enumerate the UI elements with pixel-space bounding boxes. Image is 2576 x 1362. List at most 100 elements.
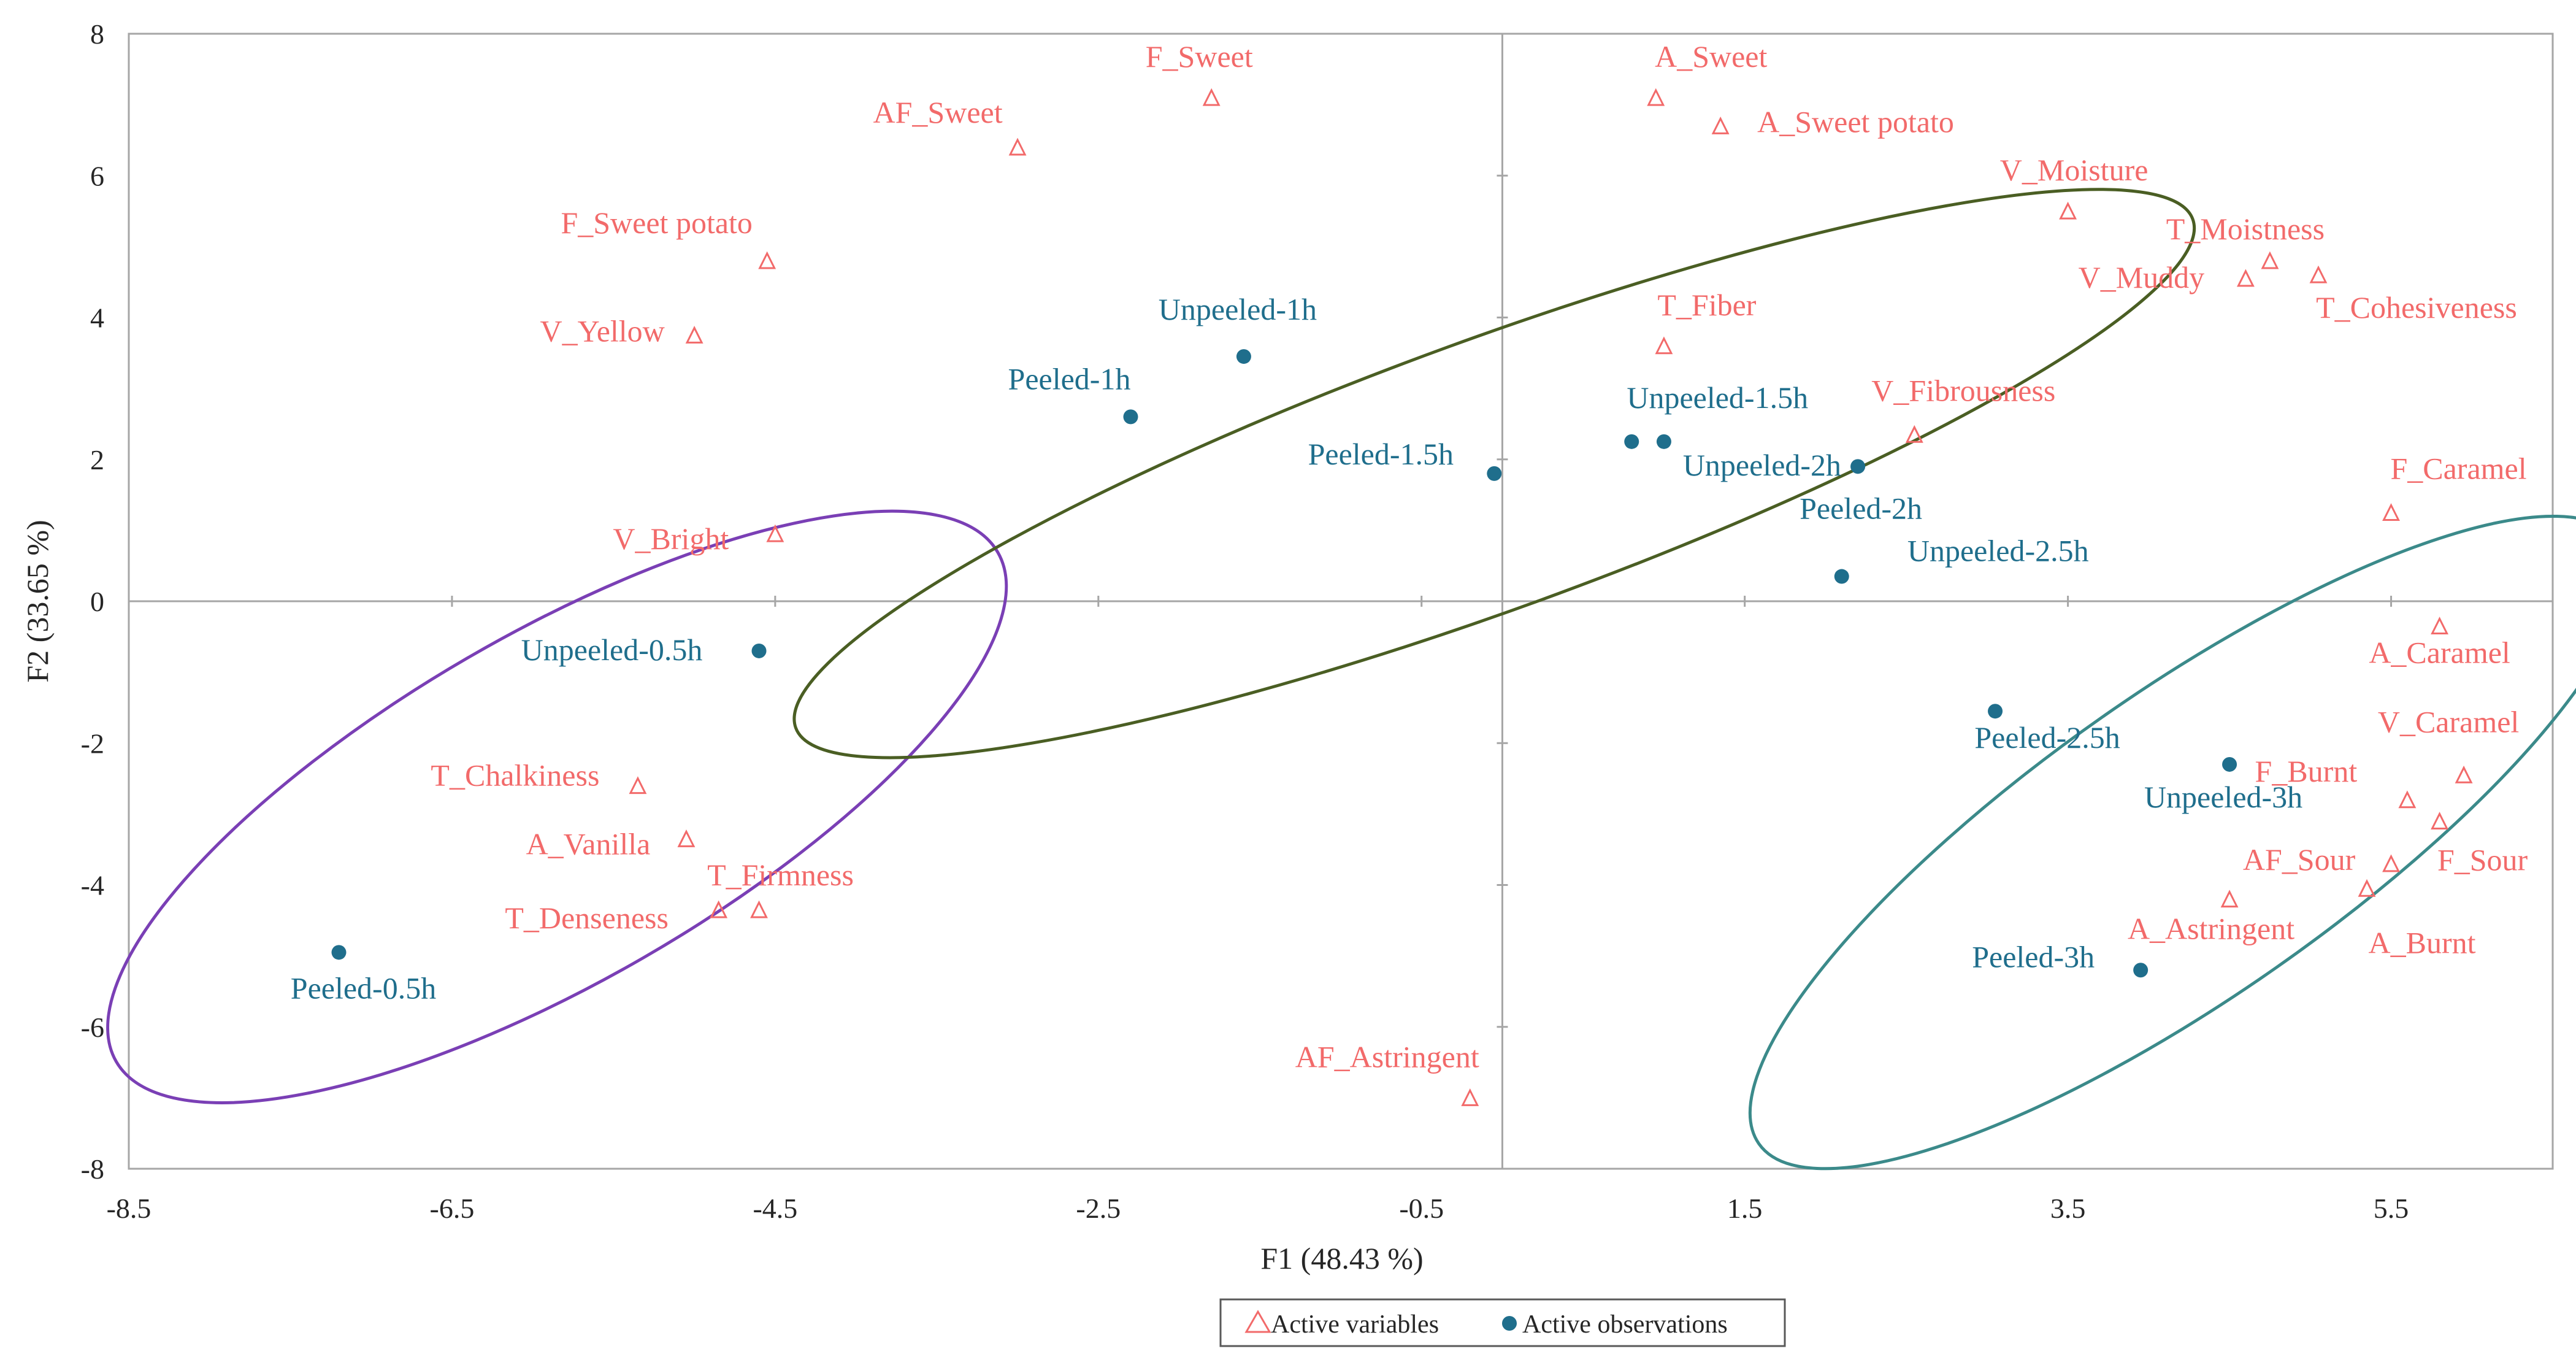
x-axis-label: F1 (48.43 %) xyxy=(1260,1241,1423,1275)
legend-circle-marker xyxy=(1502,1316,1517,1331)
point-peeled-1-5h xyxy=(1487,466,1502,481)
label-a-sweet: A_Sweet xyxy=(1655,39,1767,74)
label-t-moistness: T_Moistness xyxy=(2166,212,2325,246)
x-tick-label: -4.5 xyxy=(753,1193,797,1224)
point-unpeeled-3h xyxy=(2222,756,2237,772)
label-unpeeled-3h: Unpeeled-3h xyxy=(2144,780,2302,814)
ellipse-group-2.5h-3h xyxy=(1748,514,2576,1171)
label-f-sweet: F_Sweet xyxy=(1146,39,1253,74)
label-unpeeled-2h: Unpeeled-2h xyxy=(1683,448,1841,482)
point-t-firmness xyxy=(750,900,768,918)
point-peeled-0-5h xyxy=(331,945,347,960)
label-peeled-3h: Peeled-3h xyxy=(1972,939,2095,974)
data-points xyxy=(331,88,2473,1106)
point-peeled-2h xyxy=(1850,459,1866,474)
point-peeled-1h xyxy=(1123,409,1138,425)
ellipse-group-0.5h xyxy=(106,509,1008,1104)
label-t-chalkiness: T_Chalkiness xyxy=(431,758,599,793)
label-f-sweet-potato: F_Sweet potato xyxy=(561,206,752,240)
point-t-fiber xyxy=(1655,336,1673,355)
label-peeled-0-5h: Peeled-0.5h xyxy=(291,971,436,1005)
y-tick-label: 6 xyxy=(90,160,104,191)
point-af-sour xyxy=(2382,854,2400,872)
point-unpeeled-2h xyxy=(1656,434,1671,449)
x-tick-label: -0.5 xyxy=(1399,1193,1444,1224)
x-tick-label: 1.5 xyxy=(1727,1193,1763,1224)
label-t-cohesiveness: T_Cohesiveness xyxy=(2316,290,2517,325)
label-unpeeled-1h: Unpeeled-1h xyxy=(1159,292,1317,326)
label-v-muddy: V_Muddy xyxy=(2079,260,2205,294)
legend-triangle-marker xyxy=(1244,1309,1271,1333)
point-f-caramel xyxy=(2382,503,2400,521)
point-v-caramel xyxy=(2455,765,2473,783)
point-a-sweet-potato xyxy=(1711,116,1730,134)
y-tick-label: -4 xyxy=(81,870,104,901)
axis-ticks: -8.5 -6.5 -4.5 -2.5 -0.5 1.5 3.5 5.5 -8 -6 -4 -2 0 2 4… xyxy=(81,18,2409,1224)
label-t-firmness: T_Firmness xyxy=(707,858,854,892)
label-peeled-2-5h: Peeled-2.5h xyxy=(1974,720,2120,755)
label-v-bright: V_Bright xyxy=(613,521,729,556)
x-tick-label: -8.5 xyxy=(107,1193,151,1224)
label-peeled-1-5h: Peeled-1.5h xyxy=(1308,437,1454,471)
point-unpeeled-1h xyxy=(1236,349,1251,364)
label-f-burnt: F_Burnt xyxy=(2255,754,2358,788)
label-v-caramel: V_Caramel xyxy=(2378,704,2519,739)
y-tick-label: -2 xyxy=(81,728,104,759)
point-t-cohesiveness xyxy=(2309,265,2328,283)
point-af-sweet xyxy=(1008,137,1027,156)
point-a-vanilla xyxy=(677,829,696,847)
y-axis-label: F2 (33.65 %) xyxy=(20,520,55,682)
y-tick-label: 2 xyxy=(90,444,104,475)
point-unpeeled-0-5h xyxy=(751,643,767,658)
label-t-fiber: T_Fiber xyxy=(1657,288,1756,322)
x-tick-label: 3.5 xyxy=(2050,1193,2086,1224)
x-tick-label: 5.5 xyxy=(2374,1193,2409,1224)
point-a-sweet xyxy=(1647,88,1665,106)
point-unpeeled-1-5h xyxy=(1624,434,1639,449)
label-peeled-1h: Peeled-1h xyxy=(1008,361,1131,396)
label-a-sweet-potato: A_Sweet potato xyxy=(1757,104,1954,139)
x-tick-label: -6.5 xyxy=(430,1193,475,1224)
point-f-burnt xyxy=(2398,790,2417,809)
label-a-vanilla: A_Vanilla xyxy=(526,826,651,861)
label-af-sour: AF_Sour xyxy=(2243,842,2356,877)
point-v-yellow xyxy=(685,326,703,344)
label-a-burnt: A_Burnt xyxy=(2369,925,2476,960)
cluster-ellipses xyxy=(106,188,2576,1171)
label-af-sweet: AF_Sweet xyxy=(873,95,1003,129)
label-v-fibrousness: V_Fibrousness xyxy=(1871,373,2055,407)
point-v-fibrousness xyxy=(1905,425,1923,443)
point-a-caramel xyxy=(2431,617,2449,634)
point-t-moistness xyxy=(2261,251,2279,269)
x-tick-label: -2.5 xyxy=(1076,1193,1121,1224)
label-v-yellow: V_Yellow xyxy=(540,314,664,348)
label-unpeeled-2-5h: Unpeeled-2.5h xyxy=(1907,534,2089,568)
point-f-sweet xyxy=(1202,88,1221,106)
point-t-denseness xyxy=(710,900,728,918)
label-f-sour: F_Sour xyxy=(2437,842,2528,877)
legend: Active variables Active observations xyxy=(1219,1298,1786,1347)
y-tick-label: -8 xyxy=(81,1153,104,1185)
ellipse-group-1h-2.5h xyxy=(792,188,2196,760)
y-tick-label: 8 xyxy=(90,18,104,50)
point-f-sour xyxy=(2431,812,2449,829)
point-a-burnt xyxy=(2358,879,2376,897)
label-a-astringent: A_Astringent xyxy=(2128,912,2294,946)
point-f-sweet-potato xyxy=(758,251,776,269)
y-tick-label: -6 xyxy=(81,1012,104,1043)
label-t-denseness: T_Denseness xyxy=(505,901,669,935)
point-a-astringent xyxy=(2220,890,2239,908)
legend-label-observations: Active observations xyxy=(1522,1310,1728,1339)
point-v-muddy xyxy=(2236,269,2255,287)
point-v-bright xyxy=(766,524,784,542)
label-unpeeled-0-5h: Unpeeled-0.5h xyxy=(521,633,703,667)
point-v-moisture xyxy=(2059,201,2077,220)
point-af-astringent xyxy=(1461,1088,1479,1106)
label-peeled-2h: Peeled-2h xyxy=(1800,491,1922,525)
point-peeled-2-5h xyxy=(1988,704,2003,719)
label-af-astringent: AF_Astringent xyxy=(1295,1039,1479,1074)
point-unpeeled-2-5h xyxy=(1834,569,1849,584)
label-f-caramel: F_Caramel xyxy=(2390,451,2526,485)
label-v-moisture: V_Moisture xyxy=(2000,153,2149,187)
